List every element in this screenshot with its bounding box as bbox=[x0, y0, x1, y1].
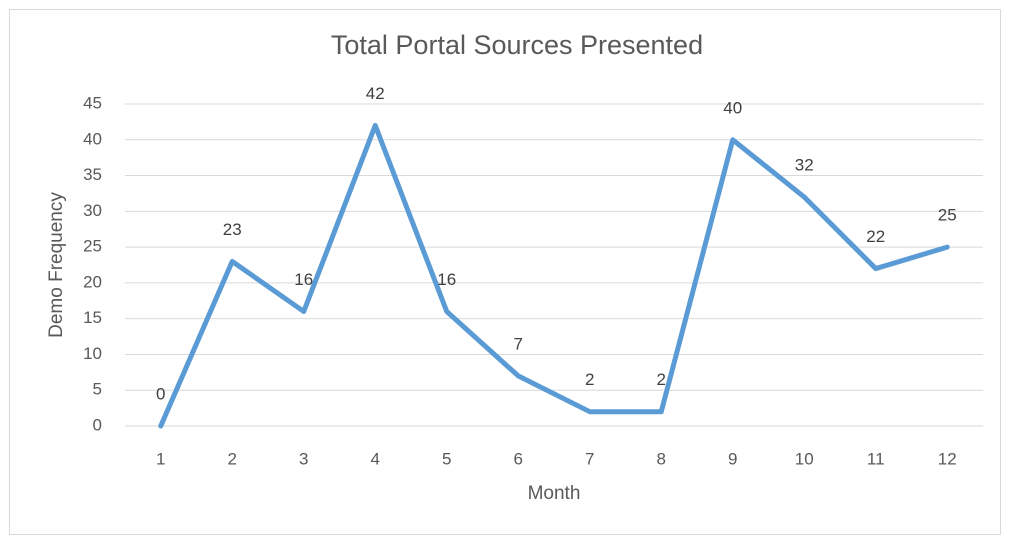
x-tick-label: 3 bbox=[299, 449, 308, 468]
y-tick-label: 40 bbox=[83, 129, 102, 148]
x-tick-label: 5 bbox=[442, 449, 451, 468]
chart-border bbox=[9, 9, 1001, 535]
x-tick-label: 2 bbox=[228, 449, 237, 468]
x-tick-label: 10 bbox=[795, 449, 814, 468]
x-tick-label: 6 bbox=[514, 449, 523, 468]
x-tick-label: 8 bbox=[657, 449, 666, 468]
y-tick-label: 5 bbox=[93, 380, 102, 399]
chart-title: Total Portal Sources Presented bbox=[331, 30, 703, 60]
y-tick-label: 0 bbox=[93, 415, 102, 434]
x-tick-label: 7 bbox=[585, 449, 594, 468]
y-tick-label: 15 bbox=[83, 308, 102, 327]
data-label: 32 bbox=[795, 156, 814, 175]
y-tick-label: 45 bbox=[83, 93, 102, 112]
data-label: 7 bbox=[514, 334, 523, 353]
x-tick-label: 12 bbox=[938, 449, 957, 468]
data-label: 25 bbox=[938, 206, 957, 225]
line bbox=[158, 122, 950, 429]
x-tick-label: 11 bbox=[867, 449, 885, 468]
data-label: 22 bbox=[866, 227, 885, 246]
data-label: 16 bbox=[294, 270, 313, 289]
data-label: 23 bbox=[223, 220, 242, 239]
y-tick-label: 20 bbox=[83, 272, 102, 291]
data-label: 2 bbox=[585, 370, 594, 389]
y-tick-label: 30 bbox=[83, 201, 102, 220]
data-label: 16 bbox=[437, 270, 456, 289]
y-tick-label: 25 bbox=[83, 237, 102, 256]
data-label: 2 bbox=[657, 370, 666, 389]
x-tick-label: 9 bbox=[728, 449, 737, 468]
y-tick-label: 10 bbox=[83, 344, 102, 363]
x-tick-label: 4 bbox=[371, 449, 380, 468]
y-axis-label: Demo Frequency bbox=[46, 192, 67, 338]
data-label: 40 bbox=[723, 98, 742, 117]
x-tick-label: 1 bbox=[156, 449, 165, 468]
x-axis-label: Month bbox=[528, 483, 581, 504]
data-label: 0 bbox=[156, 384, 165, 403]
y-tick-label: 35 bbox=[83, 165, 102, 184]
data-label: 42 bbox=[366, 84, 385, 103]
